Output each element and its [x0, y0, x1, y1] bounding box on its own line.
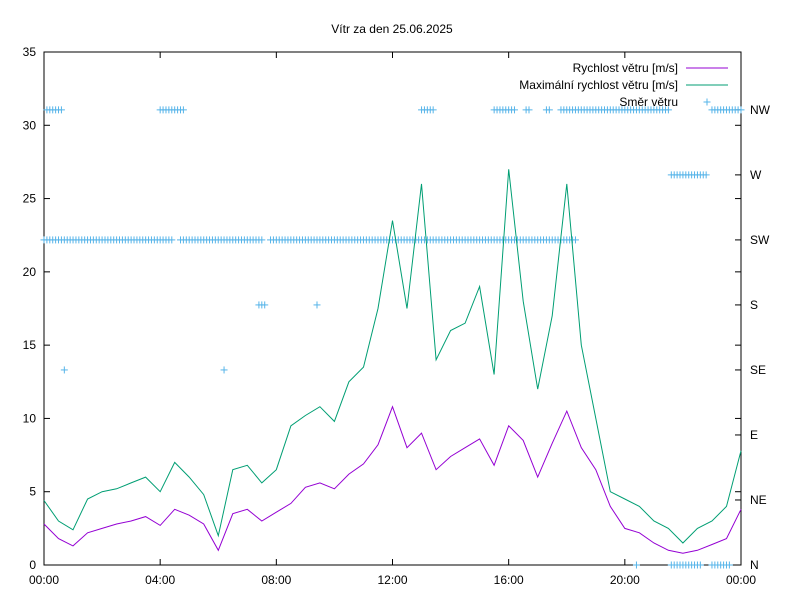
y2-tick-label: SE: [750, 363, 766, 377]
direction-point: [725, 561, 733, 569]
legend-label: Rychlost větru [m/s]: [573, 61, 678, 75]
direction-point: [632, 561, 640, 569]
chart-title: Vítr za den 25.06.2025: [331, 22, 453, 36]
plot-border: [43, 51, 742, 566]
direction-point: [60, 366, 68, 374]
y2-tick-label: E: [750, 428, 758, 442]
y-tick-label: 20: [23, 265, 37, 279]
speed-series: [43, 169, 742, 554]
y2-tick-label: S: [750, 298, 758, 312]
y2-tick-label: N: [750, 558, 759, 572]
direction-point: [525, 106, 533, 114]
direction-point: [571, 236, 579, 244]
y-tick-label: 0: [29, 558, 36, 572]
x-tick-label: 04:00: [145, 573, 175, 587]
direction-point: [179, 106, 187, 114]
legend-swatch: [703, 98, 711, 106]
y-tick-label: 30: [23, 118, 37, 132]
x-tick-label: 16:00: [494, 573, 524, 587]
direction-point: [545, 106, 553, 114]
direction-point: [258, 236, 266, 244]
direction-series: [40, 106, 745, 569]
axis-ticks: 0 5 10 15 20 25 30 35 00:00 04:00 08:00 12:00 16:00 2…: [23, 45, 771, 587]
direction-point: [168, 236, 176, 244]
direction-point: [429, 106, 437, 114]
y-tick-label: 15: [23, 338, 37, 352]
x-tick-label: 08:00: [261, 573, 291, 587]
y2-tick-label: NW: [750, 103, 771, 117]
y2-tick-label: NE: [750, 493, 767, 507]
x-tick-label: 20:00: [610, 573, 640, 587]
x-tick-label: 12:00: [377, 573, 407, 587]
direction-point: [696, 561, 704, 569]
direction-point: [57, 106, 65, 114]
direction-point: [664, 106, 672, 114]
y-tick-label: 10: [23, 411, 37, 425]
y2-tick-label: SW: [750, 233, 770, 247]
max-speed-line: [43, 169, 742, 544]
speed-line: [43, 405, 742, 554]
direction-point: [510, 106, 518, 114]
legend-label: Směr větru: [619, 95, 678, 109]
y-tick-label: 35: [23, 45, 37, 59]
direction-point: [261, 301, 269, 309]
legend: Rychlost větru [m/s] Maximální rychlost v…: [519, 61, 728, 109]
legend-label: Maximální rychlost větru [m/s]: [519, 78, 678, 92]
direction-point: [737, 106, 745, 114]
x-tick-label: 00:00: [29, 573, 59, 587]
direction-point: [220, 366, 228, 374]
direction-point: [702, 171, 710, 179]
x-tick-label: 00:00: [726, 573, 756, 587]
y-tick-label: 5: [29, 485, 36, 499]
y-tick-label: 25: [23, 192, 37, 206]
y2-tick-label: W: [750, 168, 762, 182]
direction-point: [313, 301, 321, 309]
